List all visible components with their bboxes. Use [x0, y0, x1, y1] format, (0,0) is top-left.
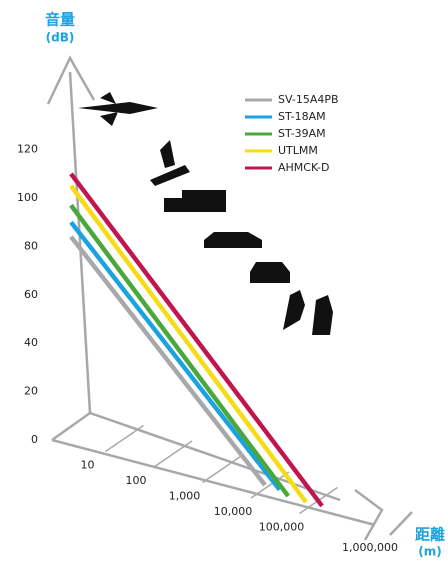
- phone-icon: [250, 262, 290, 283]
- x-arrow: [354, 488, 384, 541]
- x-tick-label: 100,000: [259, 521, 305, 534]
- legend-label: ST-39AM: [278, 127, 326, 140]
- axes: [46, 55, 413, 541]
- x-unit: (m): [418, 545, 441, 559]
- x-tick-label: 100: [126, 474, 147, 487]
- x-title: 距離: [415, 526, 445, 544]
- floor-grid-line: [153, 440, 193, 468]
- y-tick-label: 40: [24, 336, 38, 349]
- y-tick-label: 80: [24, 239, 38, 252]
- y-tick-label: 20: [24, 385, 38, 398]
- floor-back: [89, 411, 341, 502]
- train-icon: [150, 140, 190, 186]
- people-icon: [283, 290, 333, 335]
- legend-label: SV-15A4PB: [278, 93, 339, 106]
- y-unit: (dB): [46, 31, 75, 45]
- series-line: [69, 220, 282, 492]
- x-tick-label: 10: [81, 459, 95, 472]
- truck-icon: [182, 190, 226, 212]
- icons: [78, 92, 333, 335]
- truck-cab-icon: [164, 198, 184, 212]
- x-tick-label: 1,000,000: [342, 541, 398, 554]
- legend-label: ST-18AM: [278, 110, 326, 123]
- y-axis: [68, 71, 92, 414]
- series-line: [69, 184, 308, 504]
- series-line: [69, 203, 290, 498]
- x-axis: [51, 438, 376, 527]
- series-line: [69, 235, 267, 487]
- floor-side: [51, 411, 91, 442]
- airplane-icon: [78, 92, 158, 126]
- legend-label: UTLMM: [278, 144, 318, 157]
- car-icon: [204, 232, 262, 248]
- y-tick-label: 0: [31, 433, 38, 446]
- floor-grid-line: [250, 471, 290, 499]
- y-tick-label: 60: [24, 288, 38, 301]
- x-break: [389, 511, 413, 536]
- floor-grid-line: [202, 455, 241, 484]
- series-line: [69, 172, 324, 508]
- y-arrow: [46, 55, 96, 105]
- x-tick-label: 1,000: [169, 490, 201, 503]
- y-title: 音量: [45, 11, 75, 29]
- y-tick-label: 120: [17, 143, 38, 156]
- x-tick-label: 10,000: [214, 505, 253, 518]
- y-tick-label: 100: [17, 191, 38, 204]
- floor-grid-line: [105, 424, 144, 453]
- legend-label: AHMCK-D: [278, 161, 329, 174]
